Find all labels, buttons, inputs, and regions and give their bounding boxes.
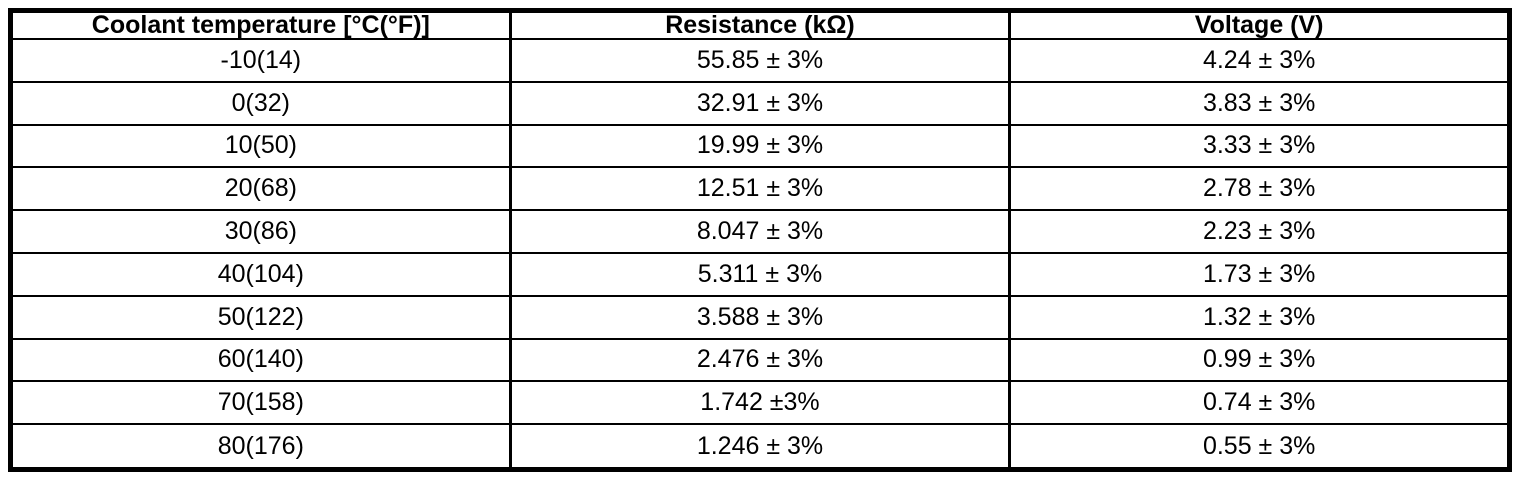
voltage-cell: 1.32 ± 3% bbox=[1008, 294, 1511, 340]
temperature-cell: 0(32) bbox=[9, 80, 512, 126]
voltage-cell: 0.55 ± 3% bbox=[1008, 423, 1511, 471]
table-row: 80(176) 1.246 ± 3% 0.55 ± 3% bbox=[9, 423, 1511, 471]
temperature-cell: 60(140) bbox=[9, 337, 512, 383]
voltage-cell: 0.99 ± 3% bbox=[1008, 337, 1511, 383]
col-header-coolant-temperature: Coolant temperature [°C(°F)] bbox=[9, 9, 512, 40]
resistance-cell: 32.91 ± 3% bbox=[508, 80, 1012, 126]
voltage-cell: 0.74 ± 3% bbox=[1008, 380, 1511, 426]
table-row: 50(122) 3.588 ± 3% 1.32 ± 3% bbox=[9, 294, 1511, 340]
resistance-cell: 5.311 ± 3% bbox=[508, 251, 1012, 297]
temperature-cell: 50(122) bbox=[9, 294, 512, 340]
table-row: 20(68) 12.51 ± 3% 2.78 ± 3% bbox=[9, 166, 1511, 212]
resistance-cell: 1.742 ±3% bbox=[508, 380, 1012, 426]
voltage-cell: 4.24 ± 3% bbox=[1008, 38, 1511, 83]
voltage-cell: 1.73 ± 3% bbox=[1008, 251, 1511, 297]
resistance-cell: 55.85 ± 3% bbox=[508, 38, 1012, 83]
temperature-cell: 10(50) bbox=[9, 123, 512, 169]
table-row: 70(158) 1.742 ±3% 0.74 ± 3% bbox=[9, 380, 1511, 426]
resistance-cell: 8.047 ± 3% bbox=[508, 209, 1012, 254]
voltage-cell: 2.23 ± 3% bbox=[1008, 209, 1511, 254]
table-row: 0(32) 32.91 ± 3% 3.83 ± 3% bbox=[9, 80, 1511, 126]
col-header-resistance: Resistance (kΩ) bbox=[508, 9, 1012, 40]
table-row: -10(14) 55.85 ± 3% 4.24 ± 3% bbox=[9, 38, 1511, 83]
temperature-cell: 30(86) bbox=[9, 209, 512, 254]
table-row: 10(50) 19.99 ± 3% 3.33 ± 3% bbox=[9, 123, 1511, 169]
voltage-cell: 3.83 ± 3% bbox=[1008, 80, 1511, 126]
voltage-cell: 3.33 ± 3% bbox=[1008, 123, 1511, 169]
resistance-cell: 2.476 ± 3% bbox=[508, 337, 1012, 383]
resistance-cell: 12.51 ± 3% bbox=[508, 166, 1012, 212]
header-row: Coolant temperature [°C(°F)] Resistance … bbox=[9, 9, 1511, 40]
table-row: 40(104) 5.311 ± 3% 1.73 ± 3% bbox=[9, 251, 1511, 297]
table-row: 30(86) 8.047 ± 3% 2.23 ± 3% bbox=[9, 209, 1511, 254]
resistance-cell: 19.99 ± 3% bbox=[508, 123, 1012, 169]
coolant-temperature-spec-table: Coolant temperature [°C(°F)] Resistance … bbox=[8, 8, 1512, 472]
resistance-cell: 3.588 ± 3% bbox=[508, 294, 1012, 340]
table-row: 60(140) 2.476 ± 3% 0.99 ± 3% bbox=[9, 337, 1511, 383]
temperature-cell: 80(176) bbox=[9, 423, 512, 471]
temperature-cell: -10(14) bbox=[9, 38, 512, 83]
col-header-voltage: Voltage (V) bbox=[1008, 9, 1511, 40]
temperature-cell: 40(104) bbox=[9, 251, 512, 297]
resistance-cell: 1.246 ± 3% bbox=[508, 423, 1012, 471]
voltage-cell: 2.78 ± 3% bbox=[1008, 166, 1511, 212]
temperature-cell: 70(158) bbox=[9, 380, 512, 426]
temperature-cell: 20(68) bbox=[9, 166, 512, 212]
